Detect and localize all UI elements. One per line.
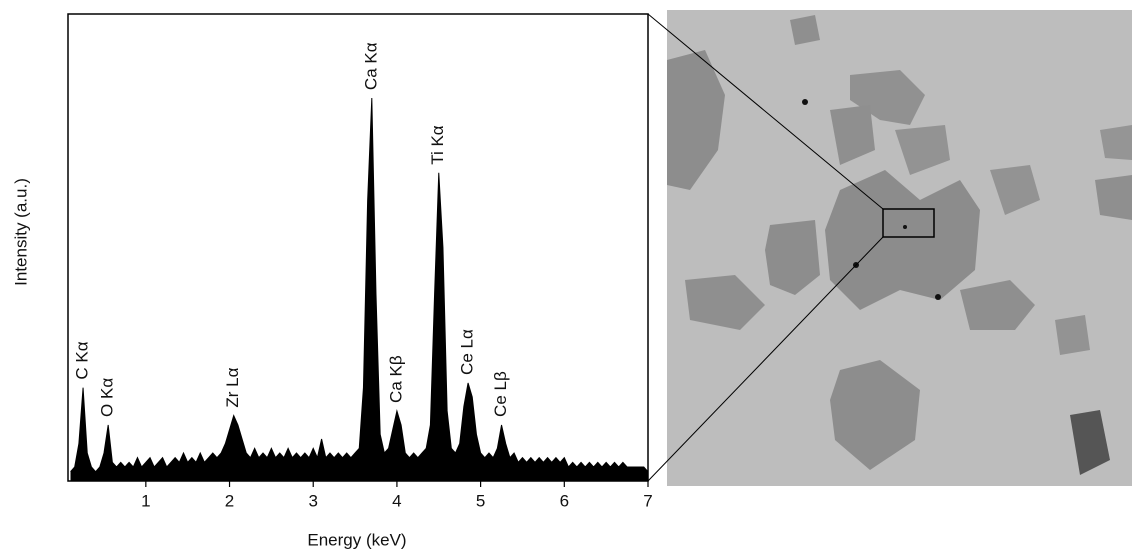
pore <box>935 294 941 300</box>
micrograph <box>647 10 1132 486</box>
zoom-connector <box>647 236 884 482</box>
x-tick-label: 1 <box>141 491 150 510</box>
zoom-connector <box>647 13 884 210</box>
grain <box>685 275 765 330</box>
grain <box>1095 175 1132 220</box>
plot-frame <box>67 13 649 482</box>
grain <box>667 50 725 190</box>
grain <box>790 15 820 45</box>
peak-label: C Kα <box>73 341 92 379</box>
peak-label: Ca Kα <box>361 42 380 90</box>
zoom-box <box>882 208 935 238</box>
x-axis-label: Energy (keV) <box>307 530 406 549</box>
x-tick-label: 5 <box>476 491 485 510</box>
grain <box>960 280 1035 330</box>
peak-label: O Kα <box>98 378 117 417</box>
peak-label: Ce Lβ <box>491 371 510 417</box>
pore <box>903 225 907 229</box>
grain <box>1100 125 1132 160</box>
x-tick-label: 3 <box>308 491 317 510</box>
x-tick-label: 7 <box>643 491 652 510</box>
area-fill <box>70 98 649 481</box>
grain <box>825 170 980 310</box>
pore <box>1070 410 1110 475</box>
spectrum-line <box>70 98 649 473</box>
y-axis-label: Intensity (a.u.) <box>11 178 30 286</box>
peak-label: Ca Kβ <box>386 355 405 403</box>
grain <box>990 165 1040 215</box>
pore <box>802 99 808 105</box>
grain <box>830 360 920 470</box>
x-tick-label: 6 <box>560 491 569 510</box>
x-tick-label: 4 <box>392 491 401 510</box>
x-tick-label: 2 <box>225 491 234 510</box>
grain <box>765 220 820 295</box>
peak-label: Ti Kα <box>428 125 447 165</box>
grain <box>895 125 950 175</box>
grain <box>1055 315 1090 355</box>
peak-label: Ce Lα <box>458 329 477 375</box>
grain <box>830 105 875 165</box>
peak-label: Zr Lα <box>223 367 242 407</box>
